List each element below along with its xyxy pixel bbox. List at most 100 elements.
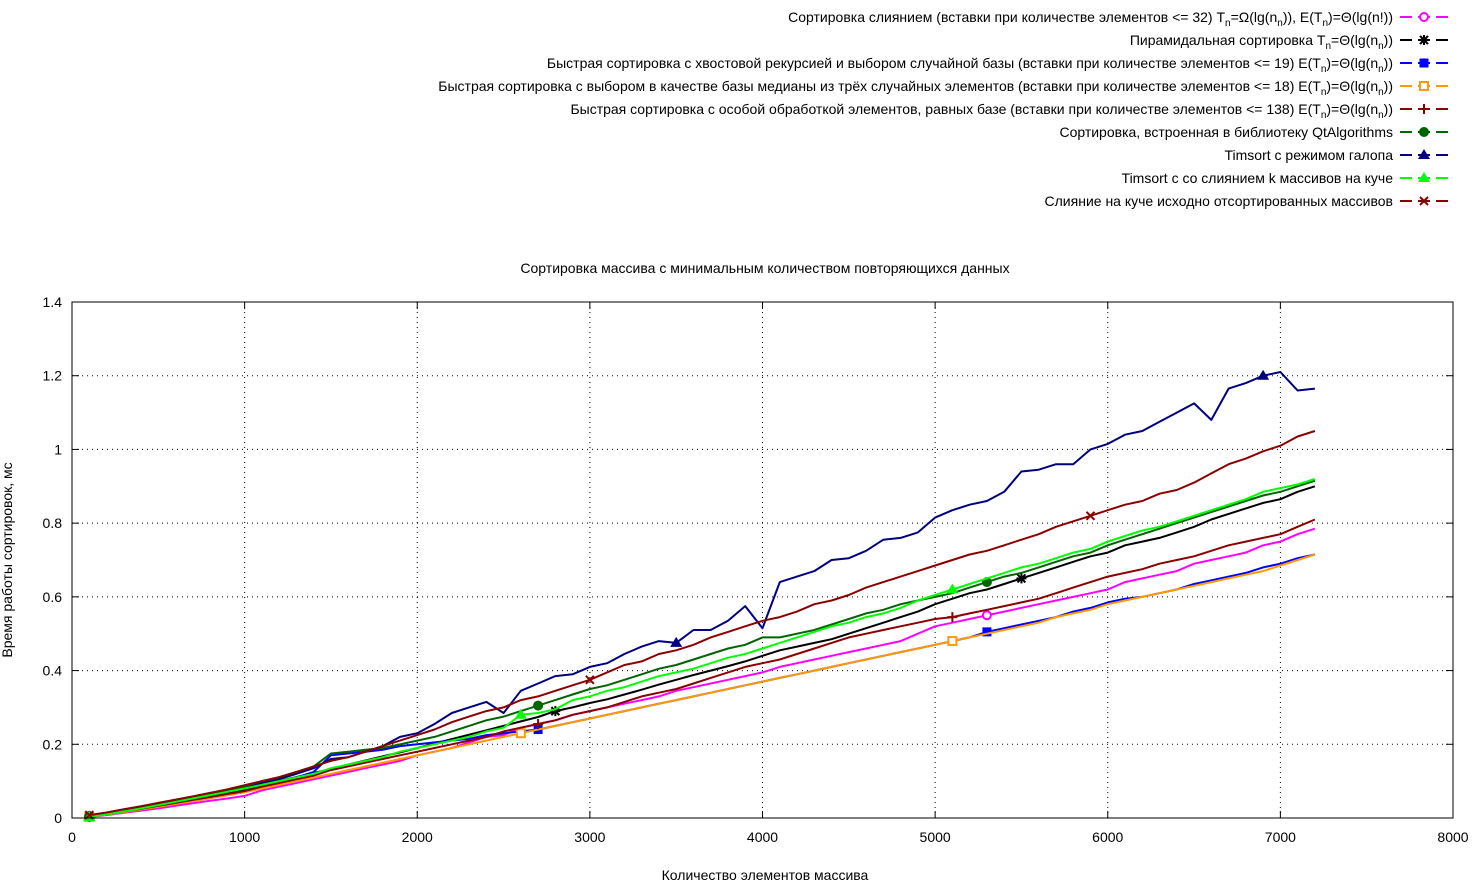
legend: Сортировка слиянием (вставки при количес… (438, 9, 1448, 209)
legend-marker-shape (1419, 81, 1429, 91)
legend-text-part: )=Θ(lg(n!)) (1328, 9, 1393, 25)
series-point-quick-median3 (515, 728, 526, 739)
grid (72, 302, 1453, 818)
plot-frame (71, 301, 1454, 819)
legend-marker-shape (1418, 149, 1430, 159)
legend-label: Timsort с режимом галопа (1224, 147, 1393, 163)
series-heap (84, 485, 1316, 822)
x-tick-label: 1000 (229, 829, 260, 845)
legend-subscript: n (1277, 18, 1283, 29)
legend-entry: Сортировка, встроенная в библиотеку QtAl… (1059, 124, 1448, 140)
legend-text-part: =Ω(lg(n (1231, 9, 1278, 25)
legend-marker-d2 (1419, 196, 1429, 206)
legend-text-part: Быстрая сортировка с выбором в качестве … (438, 78, 1321, 94)
series-line-merge (89, 527, 1316, 818)
legend-subscript: n (1325, 41, 1331, 52)
x-axis-label: Количество элементов массива (662, 867, 869, 883)
y-tick-label: 0.2 (43, 736, 63, 752)
series-timsort-kmerge (83, 477, 1316, 821)
legend-marker (1419, 12, 1429, 22)
series-point-heap-d2 (1016, 573, 1027, 584)
series-qt (84, 479, 1316, 822)
legend-label: Быстрая сортировка с особой обработкой э… (570, 101, 1393, 121)
series-point-timsort-gallop (670, 636, 683, 647)
series-point-timsort-gallop (1257, 369, 1270, 380)
series-point-timsort-kmerge-shape (514, 708, 527, 719)
legend-marker (1418, 149, 1430, 159)
series-line-quick-median3 (89, 553, 1316, 818)
legend-entry: Сортировка слиянием (вставки при количес… (788, 9, 1448, 29)
legend-text-part: )) (1384, 101, 1393, 117)
series-quick-3way (84, 518, 1316, 822)
x-tick-label: 2000 (402, 829, 433, 845)
legend-label: Слияние на куче исходно отсортированных … (1045, 193, 1393, 209)
legend-text-part: )=Θ(lg(n (1326, 101, 1378, 117)
series-point-merge (981, 610, 992, 621)
x-tick-label: 6000 (1092, 829, 1123, 845)
series-point-heap (1016, 573, 1027, 584)
legend-entry: Пирамидальная сортировка Tn=Θ(lg(nn)) (1130, 32, 1448, 52)
legend-marker-shape (1419, 127, 1429, 137)
legend-text-part: Быстрая сортировка с особой обработкой э… (570, 101, 1321, 117)
y-tick-label: 0 (54, 810, 62, 826)
axes: 0 1000 2000 3000 4000 5000 6000 7000 8000 0 0.2 0.4… (43, 294, 1469, 845)
x-tick-label: 5000 (920, 829, 951, 845)
y-tick-label: 0.4 (43, 663, 63, 679)
legend-text-part: )=Θ(lg(n (1326, 78, 1378, 94)
series-point-timsort-kmerge (514, 708, 527, 719)
legend-subscript: n (1321, 87, 1327, 98)
legend-label: Быстрая сортировка с хвостовой рекурсией… (547, 55, 1393, 75)
series-point-merge-shape (981, 610, 992, 621)
series-line-qt (89, 479, 1316, 818)
legend-marker (1419, 58, 1429, 68)
legend-subscript: n (1378, 64, 1384, 75)
x-tick-label: 3000 (574, 829, 605, 845)
legend-text-part: )) (1384, 78, 1393, 94)
legend-text-part: =Θ(lg(n (1331, 32, 1378, 48)
legend-marker (1419, 35, 1429, 45)
series-point-quick-tail (982, 627, 992, 637)
legend-text-part: Быстрая сортировка с хвостовой рекурсией… (547, 55, 1321, 71)
x-tick-label: 4000 (747, 829, 778, 845)
legend-entry: Timsort с режимом галопа (1224, 147, 1448, 163)
legend-marker (1419, 81, 1429, 91)
legend-entry: Быстрая сортировка с выбором в качестве … (438, 78, 1448, 98)
series-point-quick-median3 (947, 636, 958, 647)
y-tick-label: 1.4 (43, 294, 63, 310)
series-point-qt-shape (533, 700, 544, 711)
legend-subscript: n (1378, 87, 1384, 98)
legend-label: Быстрая сортировка с выбором в качестве … (438, 78, 1393, 98)
chart-title: Сортировка массива с минимальным количес… (520, 260, 1009, 276)
series-line-timsort-gallop (89, 371, 1316, 818)
series-point-quick-median3-shape (947, 636, 958, 647)
legend-marker (1419, 104, 1429, 114)
series-point-heap-merge-d2 (1085, 511, 1096, 521)
series-point-heap-merge (585, 675, 595, 685)
legend-marker (1418, 172, 1430, 182)
y-tick-label: 0.6 (43, 589, 63, 605)
series-point-quick-median3-shape (515, 728, 526, 739)
series-line-heap-merge (89, 430, 1316, 817)
y-axis-label: Время работы сортировок, мс (0, 462, 15, 657)
series-point-quick-tail-shape (982, 627, 992, 637)
legend-entry: Слияние на куче исходно отсортированных … (1045, 193, 1448, 209)
legend-subscript: n (1225, 18, 1231, 29)
legend-label: Сортировка слиянием (вставки при количес… (788, 9, 1393, 29)
legend-text-part: Timsort с со слиянием k массивов на куче (1122, 170, 1394, 186)
series-line-timsort-kmerge (89, 477, 1316, 818)
y-tick-label: 1.2 (43, 368, 63, 384)
legend-label: Timsort с со слиянием k массивов на куче (1122, 170, 1394, 186)
series-point-timsort-gallop-shape (670, 636, 683, 647)
series-point-quick-3way (947, 612, 958, 623)
series-layer (83, 369, 1316, 822)
legend-subscript: n (1378, 41, 1384, 52)
series-point-heap-merge-d2 (585, 675, 595, 685)
legend-text-part: Timsort с режимом галопа (1224, 147, 1393, 163)
legend-text-part: Слияние на куче исходно отсортированных … (1045, 193, 1393, 209)
legend-entry: Быстрая сортировка с особой обработкой э… (570, 101, 1448, 121)
x-tick-label: 0 (68, 829, 76, 845)
legend-subscript: n (1321, 110, 1327, 121)
legend-text-part: )=Θ(lg(n (1326, 55, 1378, 71)
legend-subscript: n (1321, 64, 1327, 75)
series-heap-merge (84, 430, 1316, 820)
